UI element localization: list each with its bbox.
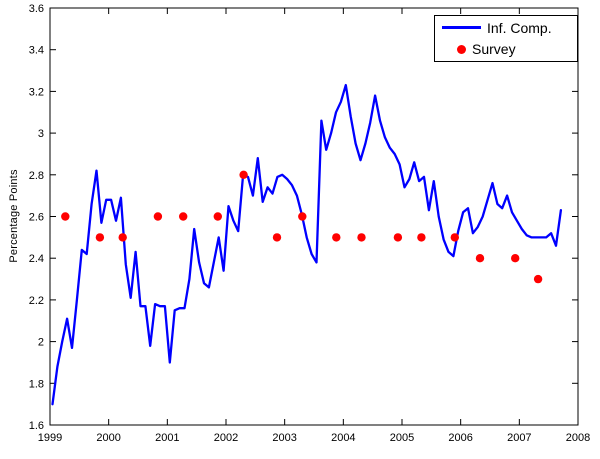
- legend-row-inf-comp: Inf. Comp.: [435, 18, 577, 38]
- x-axis-tick-label: 2003: [272, 432, 296, 444]
- x-axis-tick-label: 2004: [331, 432, 355, 444]
- survey-dot: [213, 212, 222, 221]
- y-axis-tick-label: 1.6: [29, 420, 44, 432]
- legend-label-survey: Survey: [472, 41, 516, 58]
- survey-dot: [179, 212, 188, 221]
- x-axis-tick-label: 2001: [155, 432, 179, 444]
- survey-dot: [533, 274, 543, 284]
- y-axis-tick-label: 3.6: [29, 3, 44, 15]
- x-axis-tick-label: 2002: [214, 432, 238, 444]
- legend: Inf. Comp. Survey: [434, 15, 578, 62]
- survey-dot: [118, 233, 127, 242]
- survey-dot: [511, 254, 520, 263]
- legend-dot-swatch: [457, 44, 466, 54]
- survey-dot: [272, 233, 282, 242]
- survey-dot: [298, 212, 307, 221]
- x-axis-tick-label: 2005: [390, 432, 414, 444]
- y-axis-tick-label: 2.4: [29, 253, 44, 265]
- inf-comp-line: [51, 83, 563, 406]
- survey-dot: [475, 254, 485, 263]
- survey-dot: [61, 212, 70, 221]
- y-axis-tick-label: 2.8: [29, 170, 44, 182]
- y-axis-tick-label: 3: [38, 128, 44, 140]
- y-axis-tick-label: 2.2: [29, 295, 44, 307]
- legend-label-inf-comp: Inf. Comp.: [487, 19, 552, 36]
- y-axis-tick-label: 3.4: [29, 45, 44, 57]
- survey-dot: [450, 233, 459, 242]
- y-axis-tick-label: 2.6: [29, 212, 44, 224]
- y-axis-label: Percentage Points: [8, 169, 20, 263]
- survey-dot: [417, 233, 426, 242]
- axis-box: [49, 7, 579, 426]
- survey-dot: [332, 233, 341, 242]
- legend-row-survey: Survey: [435, 39, 577, 59]
- x-axis-tick-label: 2000: [96, 432, 120, 444]
- y-axis-tick-label: 3.2: [29, 86, 44, 98]
- y-axis-tick-label: 2: [38, 337, 44, 349]
- survey-dot: [393, 233, 403, 242]
- survey-dot: [239, 170, 248, 179]
- legend-line-swatch: [442, 26, 481, 30]
- x-axis-tick-label: 2006: [448, 432, 472, 444]
- survey-dot: [95, 233, 105, 242]
- survey-dot: [357, 233, 366, 242]
- x-axis-tick-label: 2007: [507, 432, 531, 444]
- x-axis-tick-label: 1999: [38, 432, 62, 444]
- survey-dot: [153, 212, 163, 221]
- x-axis-tick-label: 2008: [566, 432, 590, 444]
- y-axis-tick-label: 1.8: [29, 378, 44, 390]
